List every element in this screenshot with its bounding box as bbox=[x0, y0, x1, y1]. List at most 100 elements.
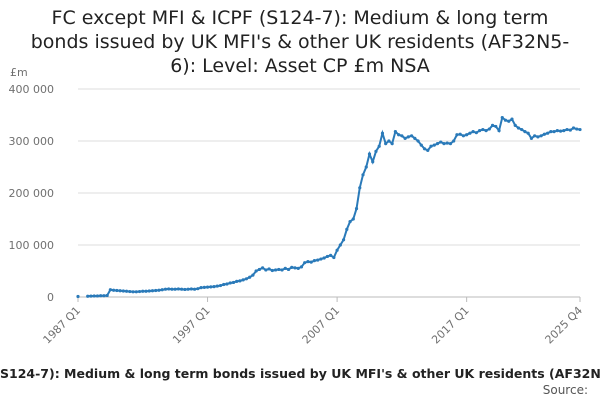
data-point bbox=[196, 287, 200, 291]
data-point bbox=[390, 142, 394, 146]
data-point bbox=[225, 282, 229, 286]
data-point bbox=[118, 289, 122, 293]
data-point bbox=[303, 261, 307, 265]
data-point bbox=[465, 133, 469, 137]
data-point bbox=[105, 293, 109, 298]
data-point bbox=[325, 254, 329, 259]
data-point bbox=[186, 287, 190, 291]
data-point bbox=[89, 294, 93, 298]
data-point bbox=[115, 288, 119, 293]
data-point bbox=[228, 281, 232, 285]
data-point bbox=[329, 253, 333, 257]
data-point bbox=[565, 127, 569, 132]
data-point bbox=[478, 129, 482, 133]
data-point bbox=[377, 144, 381, 148]
data-point bbox=[490, 123, 495, 127]
data-point bbox=[286, 267, 291, 272]
data-point bbox=[445, 141, 449, 145]
data-point bbox=[458, 132, 462, 136]
data-point bbox=[384, 142, 388, 146]
data-point bbox=[163, 287, 168, 291]
data-point bbox=[199, 286, 203, 290]
data-point bbox=[442, 142, 446, 146]
data-point bbox=[529, 136, 534, 140]
data-point bbox=[296, 266, 300, 270]
data-point bbox=[510, 117, 514, 121]
data-point bbox=[364, 165, 368, 169]
data-point bbox=[189, 287, 193, 291]
data-point bbox=[202, 285, 206, 289]
data-point bbox=[102, 294, 106, 298]
data-point bbox=[367, 152, 372, 156]
data-point bbox=[124, 289, 129, 293]
chart-title: FC except MFI & ICPF (S124-7): Medium & … bbox=[30, 7, 570, 77]
data-point bbox=[507, 119, 511, 123]
data-point bbox=[170, 287, 174, 291]
data-point bbox=[306, 260, 310, 264]
data-point bbox=[319, 257, 323, 261]
data-point bbox=[183, 287, 187, 292]
data-point bbox=[95, 294, 100, 298]
y-axis-label: £m bbox=[10, 66, 28, 79]
legend-text: S124-7): Medium & long term bonds issued… bbox=[0, 366, 600, 381]
data-point bbox=[487, 127, 491, 131]
data-line bbox=[87, 115, 581, 298]
data-point bbox=[273, 268, 278, 272]
data-point bbox=[267, 267, 271, 271]
data-point bbox=[173, 287, 177, 291]
data-point bbox=[348, 220, 352, 224]
y-tick-label: 100 000 bbox=[9, 239, 55, 252]
data-point bbox=[316, 258, 320, 262]
data-point bbox=[231, 280, 236, 285]
data-point bbox=[555, 129, 559, 133]
data-point bbox=[280, 268, 284, 272]
data-point bbox=[406, 135, 410, 139]
data-point bbox=[568, 128, 572, 132]
data-point bbox=[516, 126, 521, 130]
data-point bbox=[254, 269, 258, 273]
data-point bbox=[222, 282, 226, 287]
data-point bbox=[484, 129, 488, 133]
data-point bbox=[500, 116, 504, 120]
data-point bbox=[167, 287, 171, 291]
data-point bbox=[215, 284, 219, 288]
data-point bbox=[497, 129, 501, 133]
data-point bbox=[293, 266, 297, 270]
data-point bbox=[448, 142, 453, 146]
data-point bbox=[332, 255, 336, 260]
data-point bbox=[309, 260, 313, 264]
data-point bbox=[351, 217, 355, 221]
data-point bbox=[312, 259, 317, 263]
data-point bbox=[290, 265, 294, 269]
data-point bbox=[542, 132, 546, 136]
data-point bbox=[413, 136, 417, 140]
data-point bbox=[277, 267, 281, 272]
data-point bbox=[387, 139, 391, 143]
data-point bbox=[134, 290, 138, 294]
data-point bbox=[520, 127, 524, 132]
data-point bbox=[251, 273, 255, 277]
x-tick-label: 1997 Q1 bbox=[170, 304, 213, 347]
data-point bbox=[419, 143, 423, 147]
y-tick-label: 0 bbox=[47, 291, 54, 304]
data-point bbox=[154, 288, 158, 293]
data-point bbox=[212, 285, 216, 289]
data-point bbox=[439, 140, 443, 144]
data-point bbox=[205, 285, 210, 289]
data-point bbox=[176, 287, 180, 291]
data-point bbox=[416, 139, 420, 143]
data-point bbox=[571, 126, 576, 130]
data-point bbox=[264, 268, 268, 272]
data-point bbox=[257, 267, 261, 272]
data-point bbox=[536, 135, 540, 139]
data-point bbox=[575, 127, 579, 131]
data-point bbox=[409, 134, 414, 138]
data-point bbox=[526, 131, 530, 135]
data-point bbox=[141, 289, 145, 293]
x-tick-label: 2007 Q1 bbox=[300, 304, 343, 347]
data-point bbox=[99, 294, 103, 298]
data-point bbox=[400, 134, 404, 138]
data-point bbox=[147, 289, 151, 293]
data-point bbox=[335, 248, 339, 252]
data-point bbox=[523, 130, 527, 134]
